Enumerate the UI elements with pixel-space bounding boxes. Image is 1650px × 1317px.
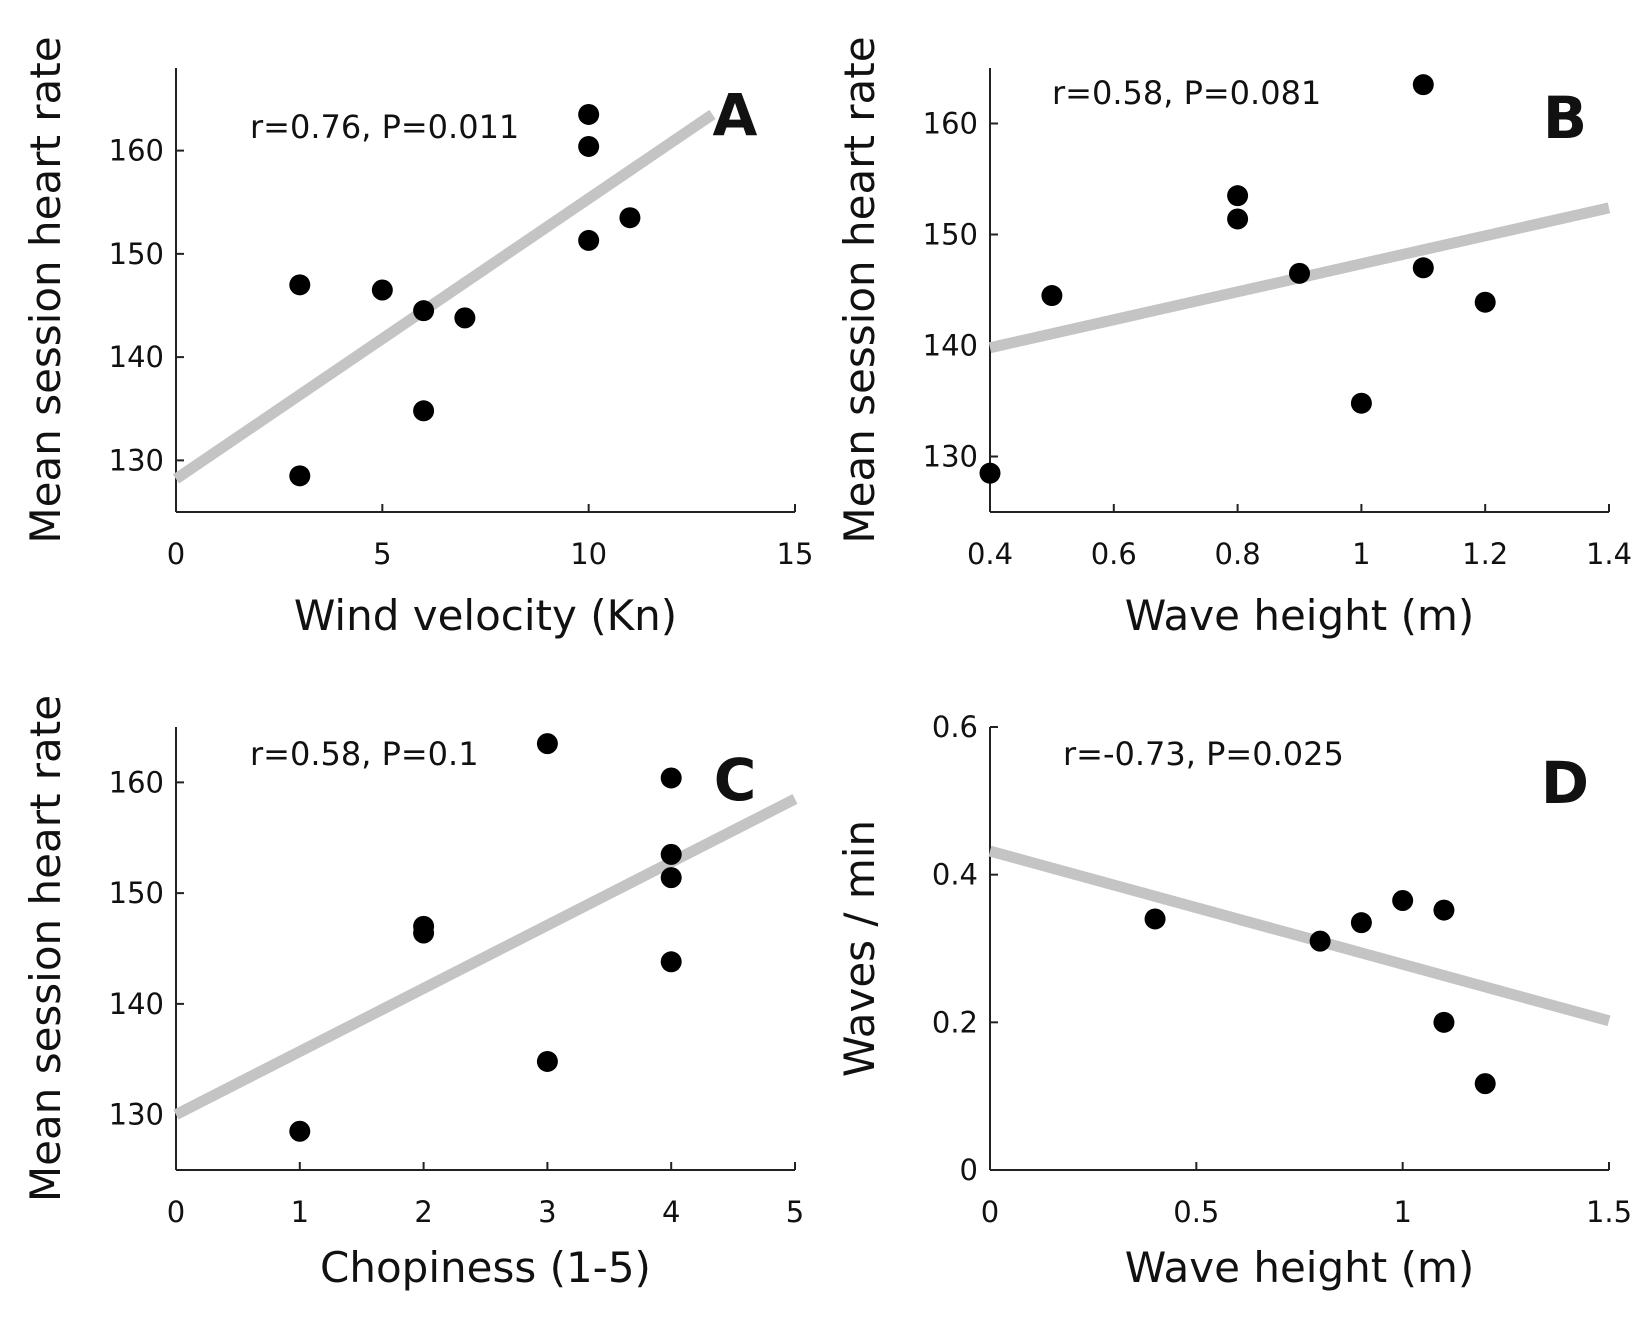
x-tick-label: 0.6 [1091,537,1137,571]
x-tick-label: 10 [570,537,607,571]
data-point [660,767,682,789]
panel-letter: B [1543,84,1587,152]
x-tick-label: 1.2 [1462,537,1508,571]
data-point [1474,291,1496,313]
data-point [660,843,682,865]
data-point [578,135,600,157]
data-point [1433,899,1455,921]
x-axis-label: Chopiness (1-5) [320,1243,651,1292]
panel-letter: D [1541,749,1589,817]
data-point [289,274,311,296]
y-tick-label: 160 [109,134,164,168]
x-tick-label: 1 [1352,537,1370,571]
data-point [578,103,600,125]
data-point [660,867,682,889]
y-tick-label: 160 [109,765,164,799]
correlation-annotation: r=0.76, P=0.011 [250,108,519,146]
x-tick-label: 0 [167,537,185,571]
data-point [1227,208,1249,230]
x-tick-label: 0 [981,1195,999,1229]
y-tick-label: 130 [923,440,978,474]
x-tick-label: 5 [786,1195,804,1229]
correlation-annotation: r=0.58, P=0.1 [250,735,479,773]
y-tick-label: 150 [109,876,164,910]
panel-letter: A [713,81,758,149]
x-tick-label: 1.5 [1586,1195,1632,1229]
y-tick-label: 140 [109,340,164,374]
y-tick-label: 0.6 [932,710,978,744]
data-point [413,922,435,944]
x-tick-label: 5 [373,537,391,571]
data-point [1041,285,1063,307]
y-axis-label: Mean session heart rate [21,36,70,543]
data-point [1412,257,1434,279]
regression-line [988,845,1611,1027]
data-point [619,207,641,229]
x-tick-label: 0.8 [1215,537,1261,571]
y-tick-label: 130 [109,1098,164,1132]
x-tick-label: 0.5 [1173,1195,1219,1229]
data-point [1350,392,1372,414]
y-tick-label: 130 [109,443,164,477]
data-point [1412,74,1434,96]
regression-line [173,794,798,1120]
data-point [289,1120,311,1142]
y-axis-label: Mean session heart rate [21,695,70,1202]
data-point [371,279,393,301]
y-tick-label: 140 [923,329,978,363]
panel-c: 0 1 2 3 4 5 130 140 150 160 r=0.58, P=0.1 C Chopines… [21,695,804,1292]
data-point [660,951,682,973]
x-tick-label: 1 [291,1195,309,1229]
data-point [289,465,311,487]
y-tick-label: 160 [923,107,978,141]
y-tick-label: 150 [923,218,978,252]
y-tick-label: 0 [960,1153,978,1187]
panel-letter: C [714,746,757,814]
y-axis-label: Waves / min [835,820,884,1077]
y-tick-label: 140 [109,987,164,1021]
x-axis-label: Wind velocity (Kn) [294,591,677,640]
x-tick-label: 15 [777,537,814,571]
x-tick-label: 0.4 [967,537,1013,571]
data-point [454,307,476,329]
x-tick-label: 3 [538,1195,556,1229]
panel-a: 0 5 10 15 130 140 150 160 r=0.76, P=0.011 A Wind v… [21,36,813,640]
y-tick-label: 0.2 [932,1005,978,1039]
x-tick-label: 1 [1393,1195,1411,1229]
y-axis-label: Mean session heart rate [835,36,884,543]
data-point [979,462,1001,484]
x-axis-label: Wave height (m) [1125,1243,1475,1292]
data-point [413,400,435,422]
data-point [536,733,558,755]
panel-d: 0 0.5 1 1.5 0 0.2 0.4 0.6 r=-0.73, P=0.025 D Wave … [835,710,1632,1292]
data-point [1350,912,1372,934]
x-axis-label: Wave height (m) [1125,591,1475,640]
data-point [578,229,600,251]
panel-b: 0.4 0.6 0.8 1 1.2 1.4 130 140 150 160 r=0.58, P=0.… [835,36,1632,640]
data-point [536,1050,558,1072]
data-point [1309,930,1331,952]
correlation-annotation: r=0.58, P=0.081 [1052,74,1321,112]
data-point [1289,262,1310,284]
x-tick-label: 0 [167,1195,185,1229]
data-point [1474,1073,1496,1095]
data-point [1433,1011,1455,1033]
data-point [1392,890,1414,912]
y-tick-label: 150 [109,237,164,271]
data-point [413,300,435,322]
regression-line [172,109,716,484]
x-tick-label: 2 [414,1195,432,1229]
x-tick-label: 4 [662,1195,680,1229]
x-tick-label: 1.4 [1586,537,1632,571]
y-tick-label: 0.4 [932,858,978,892]
data-point [1227,185,1249,207]
correlation-annotation: r=-0.73, P=0.025 [1063,735,1344,773]
data-point [1144,908,1166,930]
